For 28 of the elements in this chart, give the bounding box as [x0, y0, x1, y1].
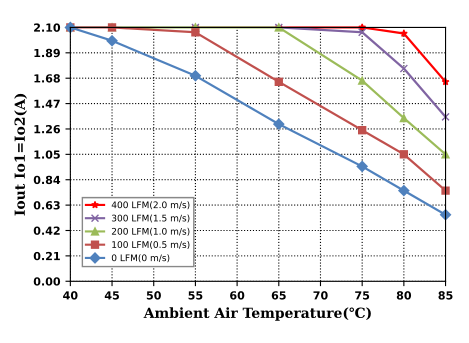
x-tick-label: 40: [63, 291, 78, 300]
legend-label: 400 LFM(2.0 m/s): [112, 201, 190, 210]
x-tick-label: 80: [396, 291, 412, 300]
y-axis-title: Iout Io1=Io2(A): [14, 94, 27, 216]
legend-label: 0 LFM(0 m/s): [112, 254, 170, 262]
x-tick-label: 70: [313, 291, 328, 300]
y-tick-label: 0.00: [34, 277, 60, 286]
x-tick-label: 45: [104, 291, 119, 300]
x-tick-label: 50: [146, 291, 161, 300]
x-tick-label: 85: [438, 291, 453, 300]
legend-label: 300 LFM(1.5 m/s): [112, 214, 190, 223]
y-tick-label: 0.84: [34, 176, 60, 184]
y-tick-label: 1.26: [34, 124, 60, 134]
y-tick-label: 1.47: [34, 100, 60, 108]
legend-label: 100 LFM(0.5 m/s): [112, 241, 190, 250]
y-tick-label: 2.10: [34, 23, 60, 32]
x-tick-label: 75: [355, 291, 370, 300]
y-tick-label: 1.68: [34, 74, 60, 83]
legend-label: 200 LFM(1.0 m/s): [112, 228, 190, 236]
x-tick-label: 60: [230, 291, 244, 300]
x-tick-label: 65: [272, 291, 286, 300]
y-tick-label: 1.89: [34, 48, 60, 58]
y-tick-label: 1.05: [34, 150, 60, 159]
y-tick-label: 0.21: [34, 252, 60, 260]
x-tick-label: 55: [188, 291, 202, 300]
y-tick-label: 0.42: [34, 226, 60, 235]
y-tick-label: 0.63: [34, 201, 60, 210]
x-axis-title: Ambient Air Temperature(℃): [144, 307, 371, 321]
